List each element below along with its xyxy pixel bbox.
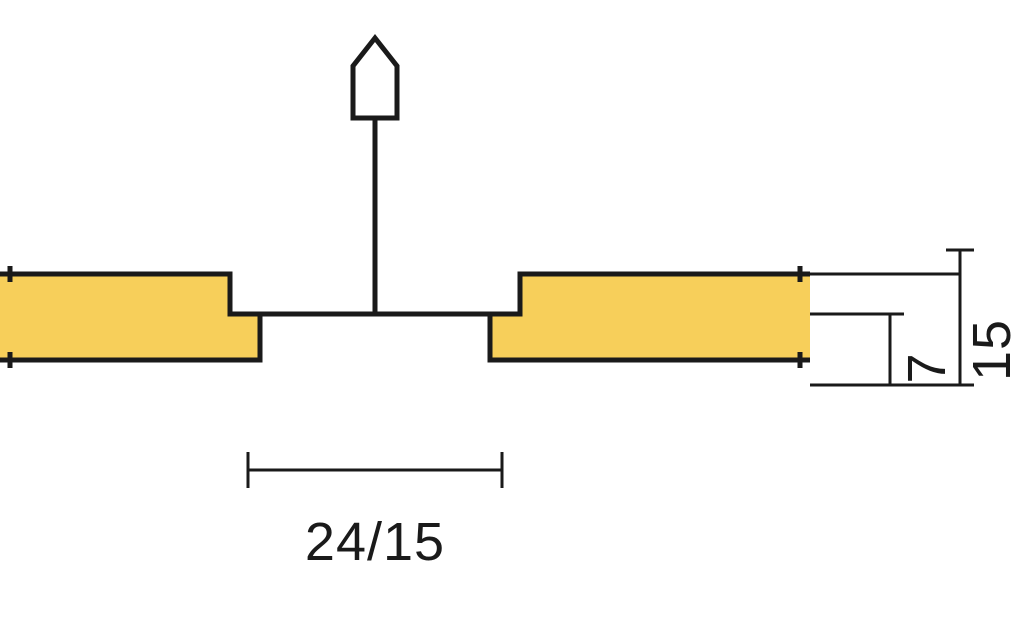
panel-right-fill — [490, 274, 810, 360]
panel-left-fill — [0, 274, 260, 360]
hanger-head — [353, 38, 397, 118]
grid-tee-flange — [260, 314, 490, 332]
dim-width-label: 24/15 — [305, 512, 445, 572]
dim-15-label: 15 — [962, 319, 1022, 381]
ceiling-tile-cross-section: 24/15 715 — [0, 0, 1024, 622]
dim-7-label: 7 — [897, 352, 957, 383]
